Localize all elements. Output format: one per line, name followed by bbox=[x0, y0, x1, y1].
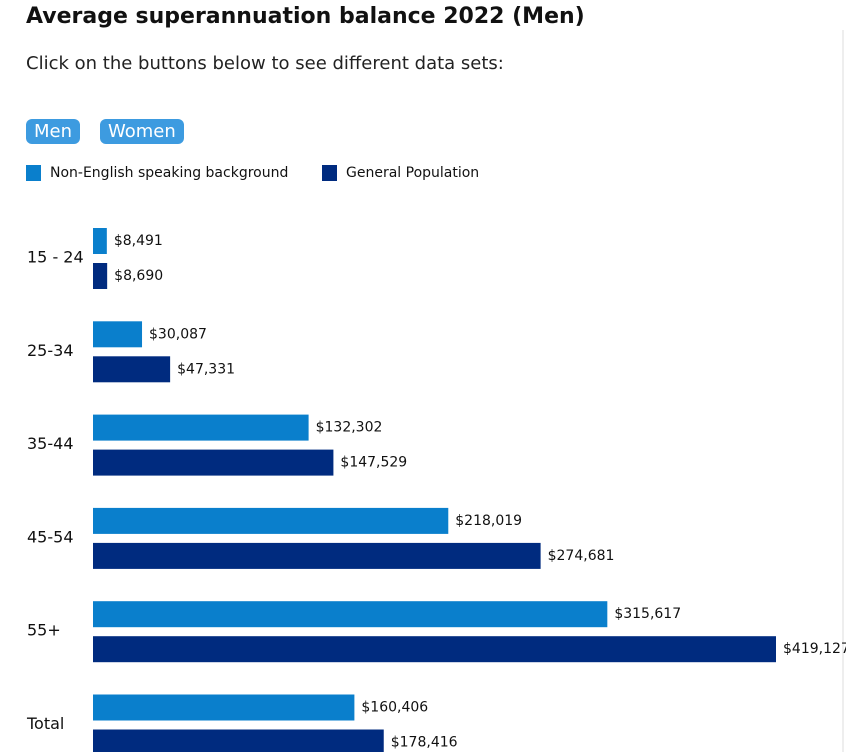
bar bbox=[93, 729, 384, 752]
legend-label: General Population bbox=[346, 165, 479, 181]
category-label: 15 - 24 bbox=[27, 248, 84, 267]
bar bbox=[93, 321, 143, 348]
value-label: $132,302 bbox=[316, 420, 383, 436]
bar bbox=[93, 228, 107, 254]
legend-swatch bbox=[26, 165, 41, 181]
chart-subtitle: Click on the buttons below to see differ… bbox=[26, 53, 504, 74]
bar bbox=[93, 414, 309, 441]
legend-swatch bbox=[322, 165, 337, 181]
category-label: 45-54 bbox=[27, 527, 74, 546]
men-button[interactable]: Men bbox=[26, 119, 81, 144]
value-label: $47,331 bbox=[177, 361, 235, 377]
category-label: Total bbox=[26, 714, 64, 733]
value-label: $419,127 bbox=[783, 641, 846, 657]
bar bbox=[93, 694, 355, 721]
category-label: 25-34 bbox=[27, 341, 74, 360]
value-label: $8,491 bbox=[114, 233, 163, 249]
legend-label: Non-English speaking background bbox=[50, 165, 288, 181]
bar bbox=[93, 636, 776, 663]
value-label: $8,690 bbox=[114, 268, 163, 284]
category-label: 55+ bbox=[27, 621, 61, 640]
value-label: $274,681 bbox=[548, 548, 615, 564]
chart-title: Average superannuation balance 2022 (Men… bbox=[26, 4, 585, 29]
value-label: $218,019 bbox=[455, 513, 522, 529]
bar bbox=[93, 542, 541, 569]
bar bbox=[93, 449, 334, 476]
value-label: $160,406 bbox=[361, 700, 428, 716]
value-label: $147,529 bbox=[340, 455, 407, 471]
value-label: $30,087 bbox=[149, 326, 207, 342]
bar bbox=[93, 507, 449, 534]
value-label: $178,416 bbox=[391, 735, 458, 751]
bar bbox=[93, 356, 171, 383]
category-label: 35-44 bbox=[27, 434, 74, 453]
bar bbox=[93, 601, 608, 628]
women-button[interactable]: Women bbox=[100, 119, 184, 144]
value-label: $315,617 bbox=[614, 606, 681, 622]
bar bbox=[93, 263, 108, 289]
